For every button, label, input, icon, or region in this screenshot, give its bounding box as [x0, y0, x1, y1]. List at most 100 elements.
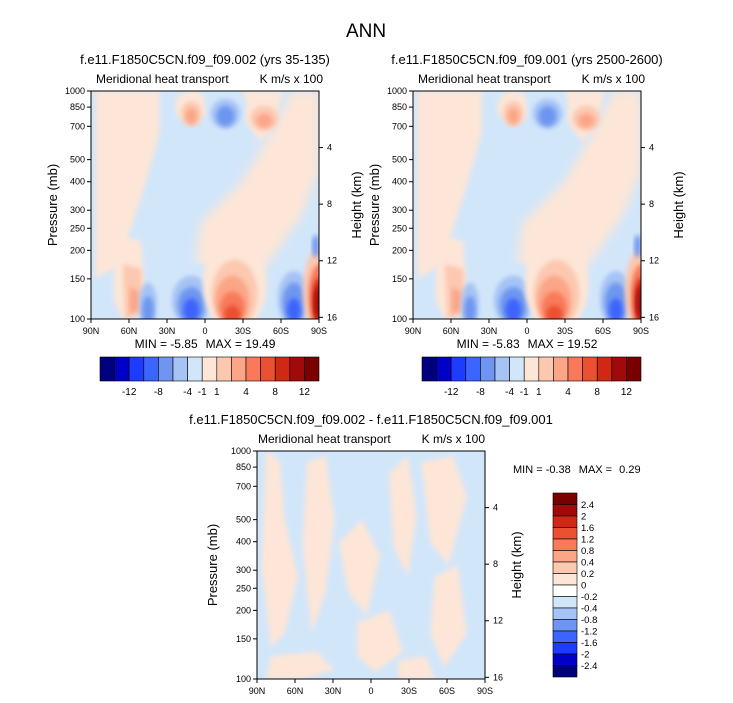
colorbar-label: 0: [581, 581, 586, 592]
colorbar-swatch: [465, 356, 481, 382]
colorbar-label: -1.2: [581, 627, 597, 638]
y-tick-label: 1000: [231, 446, 251, 456]
panel-3-colorbar: 2.421.61.20.80.40.20-0.2-0.4-0.8-1.2-1.6…: [552, 492, 597, 678]
x-tick-label: 30N: [481, 326, 498, 336]
y-tick-label: 250: [70, 223, 85, 233]
colorbar-label: 12: [621, 387, 633, 398]
contour-region: [357, 610, 403, 673]
colorbar-swatch: [552, 561, 578, 574]
colorbar-swatch: [450, 356, 467, 382]
y-tick-label: 850: [70, 102, 85, 112]
contour-region: [609, 298, 623, 319]
colorbar-swatch: [552, 665, 578, 678]
colorbar-swatch: [552, 527, 578, 540]
contour-region: [287, 298, 301, 319]
colorbar-swatch: [596, 356, 613, 382]
contour-region: [389, 455, 417, 577]
contour-region: [578, 113, 595, 128]
colorbar-swatch: [523, 356, 540, 382]
colorbar-swatch: [552, 538, 578, 551]
colorbar-swatch: [114, 356, 130, 382]
contour-region: [183, 298, 200, 319]
panel-3-max-label: MAX =: [579, 464, 615, 476]
colorbar-swatch: [582, 356, 598, 382]
contour-region: [430, 565, 467, 668]
panel-2-max-value: 19.52: [567, 337, 597, 351]
y-tick-label: 200: [70, 245, 85, 255]
colorbar-label: 0.4: [581, 558, 594, 569]
colorbar-label: 0.8: [581, 546, 594, 557]
x-tick-label: 30S: [401, 686, 417, 696]
y-tick-label: 500: [70, 155, 85, 165]
y-right-tick-label: 16: [493, 672, 503, 682]
panel-1-colorbar: -12 -8 -4 -1 1 4 8 12: [99, 356, 320, 398]
colorbar-label: 2.4: [581, 500, 594, 511]
panel-3-left-label: Meridional heat transport: [258, 432, 391, 446]
colorbar-label: 4: [243, 387, 249, 398]
panel-3-ylabel: Pressure (mb): [205, 524, 220, 606]
colorbar-label: -4: [183, 387, 192, 398]
contour-region: [417, 91, 482, 278]
y-tick-label: 150: [70, 274, 85, 284]
colorbar-label: -2: [581, 650, 589, 661]
y-right-tick-label: 4: [649, 143, 654, 153]
panel-2-units: K m/s x 100: [582, 72, 646, 86]
y-right-tick-label: 12: [493, 616, 503, 626]
y-right-tick-label: 12: [327, 256, 337, 266]
y-tick-label: 1000: [65, 86, 85, 96]
colorbar-swatch: [552, 596, 578, 609]
y-tick-label: 700: [236, 481, 251, 491]
contour-region: [538, 105, 557, 127]
y-tick-label: 250: [392, 223, 407, 233]
panel-2-min-value: -5.83: [492, 337, 520, 351]
colorbar-swatch: [552, 573, 578, 586]
colorbar-swatch: [552, 619, 578, 632]
colorbar-swatch: [201, 356, 218, 382]
colorbar-label: -0.4: [581, 604, 597, 615]
contour-region: [185, 108, 198, 125]
colorbar-label: -8: [154, 387, 163, 398]
colorbar-swatch: [421, 356, 437, 382]
panel-2-field: [413, 91, 641, 319]
colorbar-label: -4: [505, 387, 514, 398]
panel-1-max-value: 19.49: [245, 337, 275, 351]
colorbar-swatch: [187, 356, 203, 382]
contour-region: [261, 451, 298, 648]
y-tick-label: 500: [236, 515, 251, 525]
colorbar-swatch: [260, 356, 276, 382]
y-tick-label: 1000: [387, 86, 407, 96]
colorbar-swatch: [494, 356, 510, 382]
contour-region: [546, 305, 563, 319]
x-tick-label: 60S: [273, 326, 289, 336]
panel-1-left-label: Meridional heat transport: [96, 72, 229, 86]
y-tick-label: 400: [236, 537, 251, 547]
panel-1-axes: 90N 60N 30N 0 30S 60S 90S 100 150 200 250 300 400 500…: [65, 86, 337, 336]
x-tick-label: 60N: [443, 326, 460, 336]
colorbar-swatch: [128, 356, 145, 382]
x-tick-label: 60S: [439, 686, 455, 696]
colorbar-swatch: [626, 356, 642, 382]
y-right-tick-label: 16: [327, 312, 337, 322]
contour-region: [505, 298, 522, 319]
contour-region: [129, 287, 139, 315]
colorbar-label: -1.6: [581, 638, 597, 649]
panel-1-title: f.e11.F1850C5CN.f09_f09.002 (yrs 35-135): [80, 52, 330, 67]
panel-2-min-label: MIN =: [457, 337, 493, 351]
colorbar-swatch: [436, 356, 452, 382]
colorbar-label: -12: [444, 387, 459, 398]
colorbar-swatch: [552, 492, 578, 505]
y-tick-label: 200: [236, 605, 251, 615]
x-tick-label: 60N: [121, 326, 138, 336]
colorbar-label: 4: [565, 387, 571, 398]
colorbar-swatch: [552, 607, 578, 620]
colorbar-swatch: [552, 504, 578, 517]
x-tick-label: 90S: [311, 326, 327, 336]
y-tick-label: 100: [236, 674, 251, 684]
colorbar-label: -8: [476, 387, 485, 398]
panel-1: f.e11.F1850C5CN.f09_f09.002 (yrs 35-135)…: [45, 52, 364, 398]
x-tick-label: 0: [368, 686, 373, 696]
x-tick-label: 90S: [633, 326, 649, 336]
contour-region: [451, 287, 461, 315]
y-tick-label: 300: [236, 565, 251, 575]
panel-1-minmax: MIN = -5.85 MAX = 19.49: [135, 337, 276, 351]
